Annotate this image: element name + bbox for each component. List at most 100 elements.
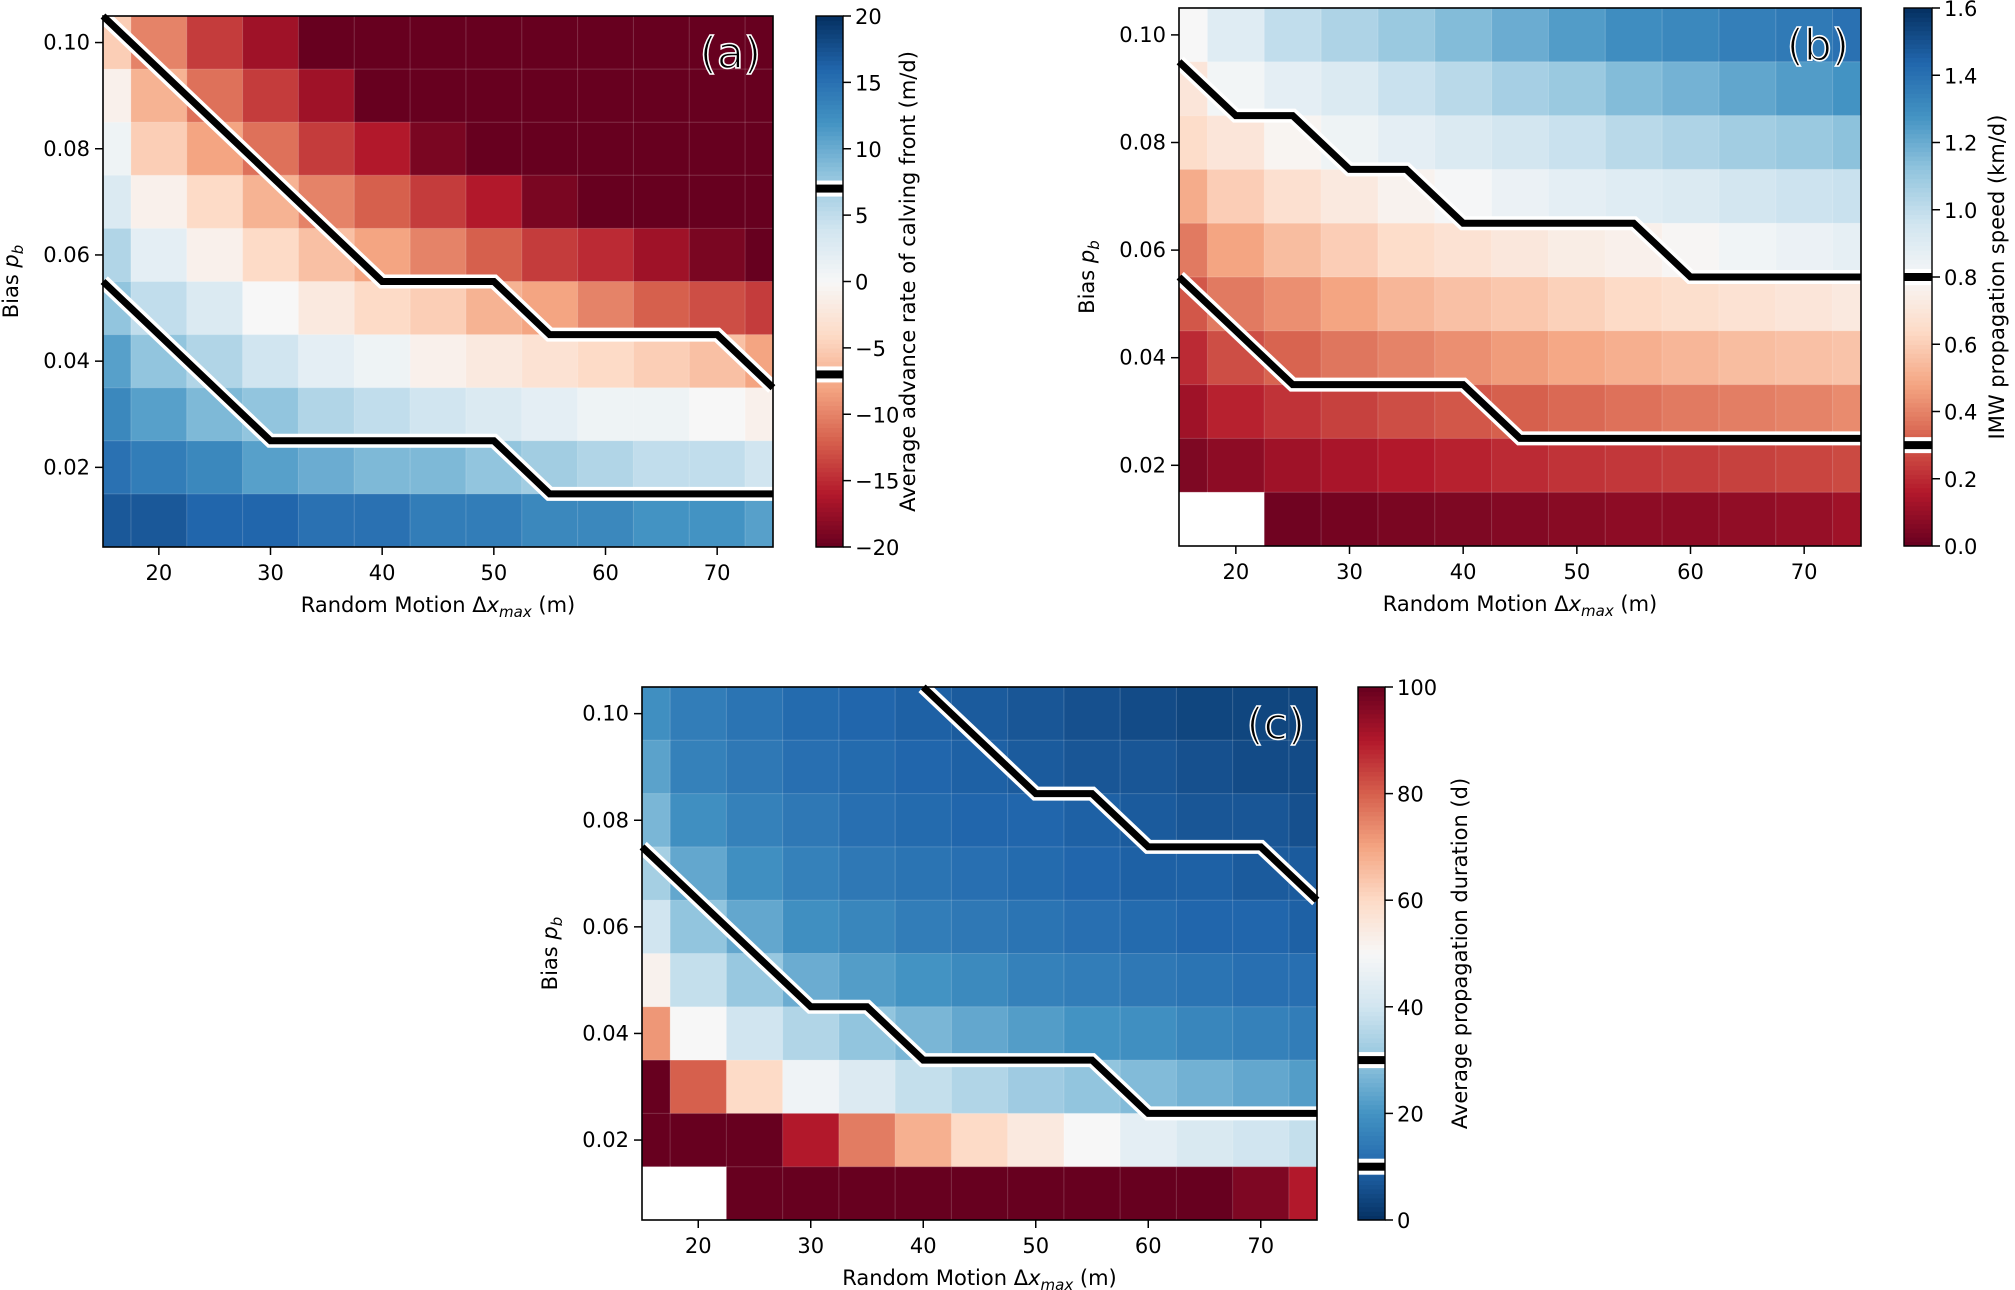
colorbar-segment <box>816 100 843 106</box>
heatmap-cell <box>577 228 634 282</box>
heatmap-cell <box>838 1113 896 1168</box>
colorbar-segment <box>816 321 843 327</box>
colorbar-segment <box>1358 1086 1385 1092</box>
heatmap-cell <box>1605 492 1663 547</box>
colorbar-ticks: 1.6 1.4 1.2 1.0 0.8 0.6 0.4 0.2 0.0 <box>1932 0 1977 559</box>
colorbar-segment <box>1904 335 1932 341</box>
panel-label: (c) <box>1246 699 1305 750</box>
colorbar-segment <box>1358 917 1385 924</box>
colorbar-segment <box>1904 348 1932 354</box>
x-tick-label: 70 <box>1791 560 1818 584</box>
heatmap-cell <box>895 846 952 901</box>
contour-line <box>639 844 1317 1117</box>
colorbar-segment <box>816 511 843 517</box>
colorbar-segment <box>1904 496 1932 502</box>
heatmap-cell <box>521 122 579 176</box>
colorbar-segment <box>1358 1122 1385 1128</box>
colorbar-segment <box>1358 904 1385 910</box>
heatmap-cell <box>1832 492 1862 547</box>
y-tick-label: 0.08 <box>43 137 90 161</box>
heatmap-cell <box>726 740 784 795</box>
heatmap-cell <box>1176 687 1234 741</box>
x-tick-label: 30 <box>1336 560 1363 584</box>
heatmap-cell <box>1232 1060 1290 1114</box>
heatmap-cell <box>354 69 411 123</box>
heatmap-cell <box>1434 330 1493 386</box>
colorbar-segment <box>816 533 843 539</box>
colorbar-segment <box>1904 178 1932 184</box>
heatmap-cell <box>642 740 671 795</box>
colorbar-segment <box>1358 753 1385 759</box>
colorbar-tick-label: 1.0 <box>1944 199 1977 223</box>
panel-label: (a) <box>700 28 761 79</box>
colorbar-segment <box>1358 1184 1385 1190</box>
colorbar-segment <box>1904 398 1932 404</box>
heatmap-cell <box>1662 115 1720 170</box>
colorbar-tick-label: −10 <box>855 403 899 427</box>
y-tick-label: 0.06 <box>582 915 629 939</box>
colorbar-segment <box>1904 478 1932 484</box>
y-axis-ticks: 0.10 0.08 0.06 0.04 0.02 <box>43 31 103 479</box>
colorbar-segment <box>1358 704 1385 710</box>
colorbar-segment <box>1358 855 1385 861</box>
colorbar-tick-label: −20 <box>855 536 899 560</box>
heatmap-cell <box>951 846 1009 901</box>
heatmap-cell <box>1491 169 1549 224</box>
heatmap-cell <box>242 69 299 123</box>
y-tick-label: 0.10 <box>43 31 90 55</box>
colorbar-segment <box>1904 43 1932 49</box>
heatmap-cell <box>354 175 411 229</box>
colorbar-segment <box>1904 115 1932 121</box>
plot-frame <box>102 15 774 548</box>
colorbar-segment <box>816 250 843 256</box>
colorbar-label: Average propagation duration (d) <box>1448 778 1472 1129</box>
colorbar-segment <box>1904 366 1932 372</box>
colorbar-segment <box>1358 735 1385 741</box>
colorbar-tick-label: 0.8 <box>1944 266 1977 290</box>
heatmap-cell <box>782 740 840 795</box>
panel-c-heatmap: 20 30 40 50 60 70 0.10 0.08 0.06 0.04 0.02 (c) Ra… <box>538 676 1472 1290</box>
colorbar-segment <box>816 458 843 464</box>
heatmap-cell <box>1434 277 1493 332</box>
x-tick-label: 60 <box>1677 560 1704 584</box>
colorbar-segment <box>1358 1082 1385 1088</box>
heatmap-cell <box>1832 169 1862 224</box>
colorbar-segment <box>1904 25 1932 32</box>
colorbar-segment <box>1904 474 1932 480</box>
heatmap-cell <box>354 440 411 495</box>
heatmap-cell <box>186 175 244 229</box>
heatmap-cell <box>1288 1166 1318 1221</box>
x-tick-label: 70 <box>704 561 731 585</box>
heatmap-cell <box>130 387 188 442</box>
heatmap-cell <box>521 69 579 123</box>
heatmap-cell <box>1179 330 1208 386</box>
colorbar-segment <box>816 16 843 22</box>
heatmap-cell <box>1605 169 1663 224</box>
colorbar-segment <box>1358 909 1385 915</box>
x-axis-label: Random Motion Δxmax (m) <box>301 593 576 621</box>
heatmap-cell <box>1491 8 1549 63</box>
colorbar-contour-mark <box>816 184 843 193</box>
colorbar-segment <box>1358 687 1385 693</box>
heatmap-cell <box>642 1166 671 1221</box>
colorbar-segment <box>1904 254 1932 260</box>
heatmap-cell <box>895 900 952 954</box>
colorbar-segment <box>1904 510 1932 516</box>
colorbar-segment <box>1358 1042 1385 1048</box>
colorbar-segment <box>816 69 843 75</box>
colorbar-segment <box>816 542 843 548</box>
heatmap-cell <box>130 493 188 548</box>
colorbar-segment <box>1358 718 1385 724</box>
heatmap-cell <box>1775 223 1834 278</box>
x-tick-label: 60 <box>592 561 619 585</box>
colorbar-segment <box>816 294 843 300</box>
colorbar-segment <box>816 352 843 358</box>
heatmap-cell <box>1007 900 1065 954</box>
colorbar-segment <box>1358 1091 1385 1097</box>
colorbar-segment <box>816 334 843 340</box>
heatmap-cell <box>1377 492 1436 547</box>
colorbar-segment <box>1358 762 1385 768</box>
heatmap-cell <box>726 687 784 741</box>
colorbar-segment <box>1358 784 1385 790</box>
colorbar-segment <box>816 529 843 535</box>
